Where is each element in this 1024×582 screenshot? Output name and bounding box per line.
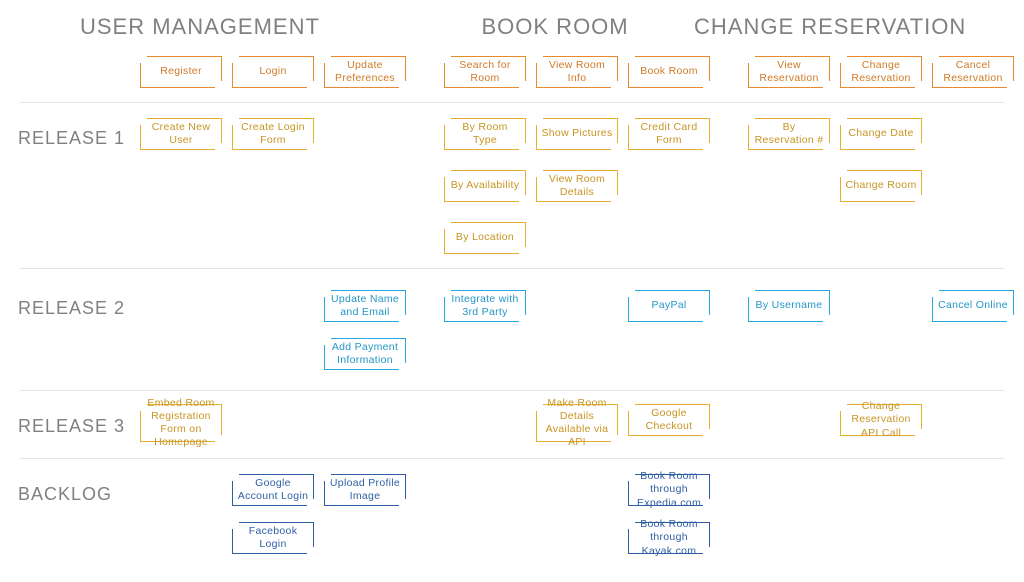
story-card[interactable]: By Room Type	[444, 118, 526, 150]
story-card[interactable]: Google Account Login	[232, 474, 314, 506]
release-label: RELEASE 1	[18, 128, 125, 149]
story-card[interactable]: Cancel Online	[932, 290, 1014, 322]
story-card[interactable]: Integrate with 3rd Party	[444, 290, 526, 322]
divider	[20, 268, 1004, 269]
release-label: BACKLOG	[18, 484, 112, 505]
epic-card[interactable]: Book Room	[628, 56, 710, 88]
story-card[interactable]: Make Room Details Available via API	[536, 404, 618, 442]
story-card[interactable]: PayPal	[628, 290, 710, 322]
release-label: RELEASE 3	[18, 416, 125, 437]
story-card[interactable]: Change Date	[840, 118, 922, 150]
story-card[interactable]: By Username	[748, 290, 830, 322]
epic-card[interactable]: Cancel Reservation	[932, 56, 1014, 88]
story-card[interactable]: By Location	[444, 222, 526, 254]
story-card[interactable]: Update Name and Email	[324, 290, 406, 322]
story-card[interactable]: By Reservation #	[748, 118, 830, 150]
divider	[20, 102, 1004, 103]
release-label: RELEASE 2	[18, 298, 125, 319]
story-card[interactable]: Change Reservation API Call	[840, 404, 922, 436]
story-card[interactable]: By Availability	[444, 170, 526, 202]
story-card[interactable]: Change Room	[840, 170, 922, 202]
story-card[interactable]: View Room Details	[536, 170, 618, 202]
story-card[interactable]: Embed Room Registration Form on Homepage	[140, 404, 222, 442]
story-card[interactable]: Book Room through Kayak.com	[628, 522, 710, 554]
epic-card[interactable]: Search for Room	[444, 56, 526, 88]
story-card[interactable]: Book Room through Expedia.com	[628, 474, 710, 506]
story-card[interactable]: Create Login Form	[232, 118, 314, 150]
story-card[interactable]: Show Pictures	[536, 118, 618, 150]
story-card[interactable]: Facebook Login	[232, 522, 314, 554]
story-card[interactable]: Add Payment Information	[324, 338, 406, 370]
epic-card[interactable]: View Room Info	[536, 56, 618, 88]
divider	[20, 390, 1004, 391]
section-title: USER MANAGEMENT	[80, 14, 320, 40]
story-card[interactable]: Google Checkout	[628, 404, 710, 436]
section-title: BOOK ROOM	[482, 14, 629, 40]
story-card[interactable]: Upload Profile Image	[324, 474, 406, 506]
story-card[interactable]: Credit Card Form	[628, 118, 710, 150]
epic-card[interactable]: View Reservation	[748, 56, 830, 88]
story-card[interactable]: Create New User	[140, 118, 222, 150]
epic-card[interactable]: Register	[140, 56, 222, 88]
epic-card[interactable]: Login	[232, 56, 314, 88]
section-title: CHANGE RESERVATION	[694, 14, 966, 40]
epic-card[interactable]: Update Preferences	[324, 56, 406, 88]
divider	[20, 458, 1004, 459]
epic-card[interactable]: Change Reservation	[840, 56, 922, 88]
